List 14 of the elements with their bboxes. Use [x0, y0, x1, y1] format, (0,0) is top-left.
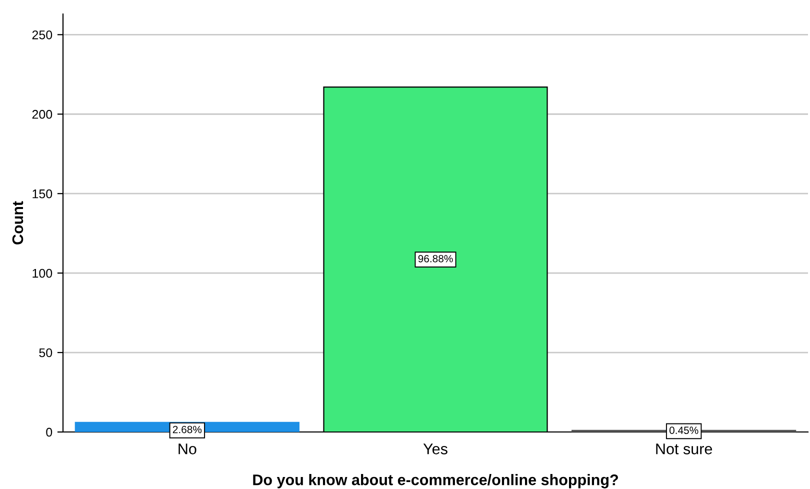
y-tick-label: 0: [46, 428, 52, 437]
y-tick-label: 150: [32, 189, 52, 198]
y-tick-label: 200: [32, 110, 52, 119]
y-tick-label: 250: [32, 30, 52, 40]
y-tick-label: 50: [39, 348, 52, 358]
y-axis-title: Count: [12, 201, 24, 244]
x-axis-title: Do you know about e-commerce/online shopping?: [253, 474, 618, 488]
x-tick-label: No: [178, 444, 196, 454]
annotation: 96.88%: [418, 254, 453, 262]
x-tick-label: Yes: [423, 444, 448, 454]
x-tick-label: Not sure: [656, 444, 712, 454]
annotation: 0.45%: [669, 426, 698, 434]
y-tick-label: 100: [32, 268, 52, 278]
annotation: 2.68%: [172, 426, 202, 434]
